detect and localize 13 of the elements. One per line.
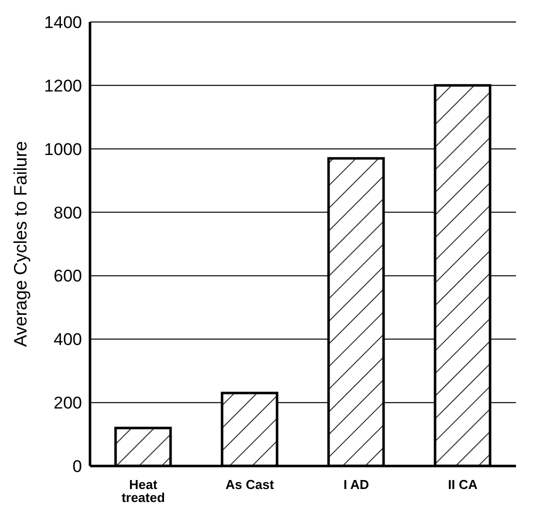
x-tick-label: As Cast bbox=[226, 477, 275, 492]
x-tick-label: II CA bbox=[448, 477, 478, 492]
y-tick-label: 1400 bbox=[44, 13, 82, 32]
y-axis-title: Average Cycles to Failure bbox=[10, 141, 30, 347]
y-tick-label: 800 bbox=[54, 203, 82, 222]
y-tick-label: 1200 bbox=[44, 76, 82, 96]
x-tick-label: Heat treated bbox=[122, 477, 165, 506]
y-tick-label: 0 bbox=[72, 457, 82, 476]
y-tick-label: 600 bbox=[54, 266, 82, 286]
x-tick-label: I AD bbox=[343, 477, 370, 492]
y-tick-label: 400 bbox=[54, 330, 82, 350]
y-tick-label: 1000 bbox=[44, 140, 82, 159]
y-tick-label: 200 bbox=[54, 394, 82, 413]
